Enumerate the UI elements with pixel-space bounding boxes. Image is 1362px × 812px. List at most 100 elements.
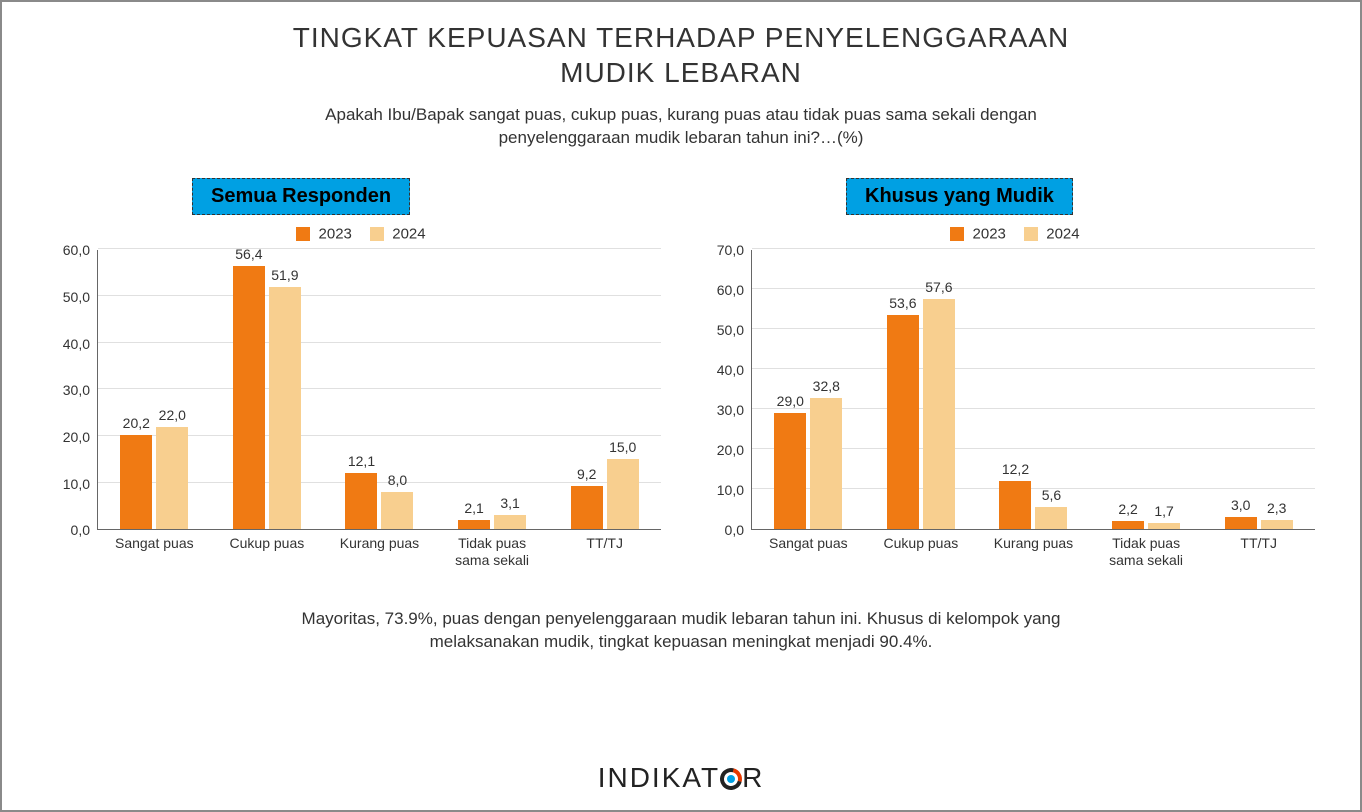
bar-value-label: 56,4 (235, 246, 262, 262)
bar-value-label: 2,2 (1118, 501, 1137, 517)
legend-label-2023: 2023 (319, 225, 352, 242)
bar: 32,8 (810, 398, 842, 529)
y-axis-label: 30,0 (696, 402, 744, 418)
bar-value-label: 8,0 (388, 472, 407, 488)
brand-o-icon (720, 768, 742, 790)
gridline (752, 248, 1315, 249)
bar: 57,6 (923, 299, 955, 529)
chart-panel-left: Semua Responden 2023 2024 0,010,020,030,… (42, 178, 666, 581)
legend-label-2023: 2023 (973, 225, 1006, 242)
bar: 5,6 (1035, 507, 1067, 529)
bar-group: 9,215,0 (548, 459, 661, 529)
y-axis-label: 20,0 (42, 429, 90, 445)
y-axis-label: 50,0 (42, 289, 90, 305)
y-axis-label: 70,0 (696, 242, 744, 258)
bar-value-label: 22,0 (159, 407, 186, 423)
gridline (98, 342, 661, 343)
chart-panel-right: Khusus yang Mudik 2023 2024 0,0 10,0 20,0 3… (696, 178, 1320, 581)
bar-value-label: 12,1 (348, 453, 375, 469)
charts-row: Semua Responden 2023 2024 0,010,020,030,… (42, 178, 1320, 581)
legend-label-2024: 2024 (392, 225, 425, 242)
slide: TINGKAT KEPUASAN TERHADAP PENYELENGGARAA… (0, 0, 1362, 812)
bar: 20,2 (120, 435, 152, 529)
bar-group: 20,222,0 (98, 427, 211, 530)
bar: 8,0 (381, 492, 413, 529)
bar: 2,3 (1261, 520, 1293, 529)
bar-value-label: 12,2 (1002, 461, 1029, 477)
x-axis-label: Cukup puas (865, 529, 978, 551)
x-axis-label: TT/TJ (1202, 529, 1315, 551)
bar: 2,1 (458, 520, 490, 530)
y-axis-label: 10,0 (42, 476, 90, 492)
bar-group: 2,2 1,7 (1090, 521, 1203, 530)
brand-logo: INDIKATR (2, 762, 1360, 794)
bar-value-label: 51,9 (271, 267, 298, 283)
slide-subtitle: Apakah Ibu/Bapak sangat puas, cukup puas… (2, 104, 1360, 150)
bar: 2,2 (1112, 521, 1144, 530)
slide-title: TINGKAT KEPUASAN TERHADAP PENYELENGGARAA… (2, 20, 1360, 90)
legend-right: 2023 2024 (696, 225, 1320, 243)
chart-area-left: 0,010,020,030,040,050,060,020,222,0Sanga… (42, 250, 666, 580)
bar-group: 2,1 3,1 (436, 515, 549, 529)
bar: 3,1 (494, 515, 526, 529)
gridline (752, 328, 1315, 329)
footnote: Mayoritas, 73.9%, puas dengan penyelengg… (82, 608, 1280, 654)
bar-group: 29,032,8 (752, 398, 865, 529)
y-axis-label: 30,0 (42, 382, 90, 398)
legend-label-2024: 2024 (1046, 225, 1079, 242)
x-axis-label: Kurang puas (323, 529, 436, 551)
plot-area: 20,222,0Sangat puas56,451,9Cukup puas12,… (97, 250, 661, 530)
bar-value-label: 3,1 (500, 495, 519, 511)
title-line-2: MUDIK LEBARAN (560, 57, 802, 88)
x-axis-label: Cukup puas (211, 529, 324, 551)
brand-text-post: R (742, 762, 764, 793)
y-axis-label: 20,0 (696, 442, 744, 458)
bar-value-label: 2,1 (464, 500, 483, 516)
bar-group: 12,18,0 (323, 473, 436, 529)
bar: 12,2 (999, 481, 1031, 530)
bar-value-label: 53,6 (889, 295, 916, 311)
x-axis-label: Tidak puassama sekali (1090, 529, 1203, 567)
chart-area-right: 0,010,020,030,040,050,060,070,029,032,8S… (696, 250, 1320, 580)
bar: 51,9 (269, 287, 301, 529)
bar-value-label: 5,6 (1042, 487, 1061, 503)
y-axis-label: 40,0 (42, 336, 90, 352)
plot-area: 29,032,8Sangat puas53,657,6Cukup puas12,… (751, 250, 1315, 530)
bar: 9,2 (571, 486, 603, 529)
gridline (98, 295, 661, 296)
subtitle-line-1: Apakah Ibu/Bapak sangat puas, cukup puas… (325, 105, 1037, 124)
y-axis-label: 60,0 (696, 282, 744, 298)
footnote-line-1: Mayoritas, 73.9%, puas dengan penyelengg… (302, 609, 1061, 628)
gridline (98, 388, 661, 389)
x-axis-label: Kurang puas (977, 529, 1090, 551)
bar-value-label: 20,2 (123, 415, 150, 431)
legend-swatch-2024 (370, 227, 384, 241)
panel-badge-right: Khusus yang Mudik (846, 178, 1073, 215)
legend-swatch-2023 (950, 227, 964, 241)
bar-value-label: 29,0 (777, 393, 804, 409)
x-axis-label: Sangat puas (98, 529, 211, 551)
legend-left: 2023 2024 (42, 225, 666, 243)
bar: 15,0 (607, 459, 639, 529)
y-axis-label: 60,0 (42, 242, 90, 258)
y-axis-label: 50,0 (696, 322, 744, 338)
bar-value-label: 9,2 (577, 466, 596, 482)
bar-value-label: 3,0 (1231, 497, 1250, 513)
bar: 3,0 (1225, 517, 1257, 529)
gridline (752, 288, 1315, 289)
subtitle-line-2: penyelenggaraan mudik lebaran tahun ini?… (499, 128, 864, 147)
bar: 22,0 (156, 427, 188, 530)
y-axis-label: 10,0 (696, 482, 744, 498)
gridline (752, 368, 1315, 369)
bar-group: 53,657,6 (865, 299, 978, 529)
bar-value-label: 2,3 (1267, 500, 1286, 516)
y-axis-label: 0,0 (42, 522, 90, 538)
gridline (98, 248, 661, 249)
bar-value-label: 15,0 (609, 439, 636, 455)
y-axis-label: 40,0 (696, 362, 744, 378)
bar: 1,7 (1148, 523, 1180, 530)
footnote-line-2: melaksanakan mudik, tingkat kepuasan men… (430, 632, 933, 651)
y-axis-label: 0,0 (696, 522, 744, 538)
bar-group: 3,0 2,3 (1202, 517, 1315, 529)
title-line-1: TINGKAT KEPUASAN TERHADAP PENYELENGGARAA… (293, 22, 1069, 53)
